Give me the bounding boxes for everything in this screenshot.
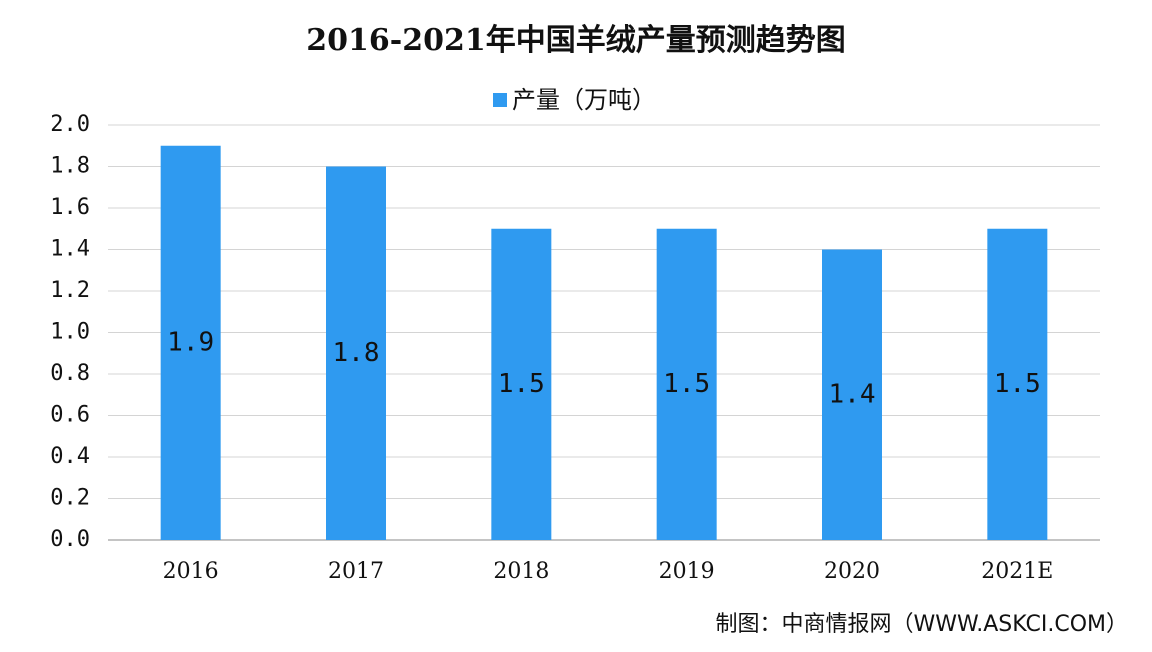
y-tick-label: 1.2 (50, 278, 90, 303)
bar (326, 166, 386, 540)
x-tick-label: 2020 (824, 559, 880, 584)
x-tick-label: 2017 (328, 559, 384, 584)
data-label: 1.5 (994, 369, 1041, 399)
y-tick-label: 0.6 (50, 403, 90, 428)
legend-swatch (493, 93, 507, 107)
y-tick-label: 1.6 (50, 195, 90, 220)
x-tick-label: 2018 (493, 559, 549, 584)
x-tick-label: 2016 (163, 559, 219, 584)
bar (822, 249, 882, 540)
bar (491, 228, 552, 540)
bar (656, 228, 717, 540)
data-label: 1.8 (333, 338, 380, 368)
legend-label: 产量（万吨） (512, 86, 656, 114)
data-label: 1.5 (498, 369, 545, 399)
y-tick-label: 0.2 (50, 486, 90, 511)
y-tick-label: 1.4 (50, 237, 90, 262)
y-tick-label: 0.4 (50, 444, 90, 469)
bar (160, 145, 221, 540)
y-tick-label: 0.8 (50, 361, 90, 386)
data-label: 1.5 (663, 369, 710, 399)
y-tick-label: 2.0 (50, 112, 90, 137)
y-tick-label: 1.8 (50, 154, 90, 179)
data-label: 1.4 (829, 379, 876, 409)
x-tick-label: 2021E (981, 559, 1053, 584)
chart-title: 2016-2021年中国羊绒产量预测趋势图 (306, 23, 845, 58)
y-tick-label: 0.0 (50, 527, 90, 552)
y-tick-label: 1.0 (50, 320, 90, 345)
data-label: 1.9 (167, 327, 214, 357)
bar (987, 228, 1048, 540)
x-tick-label: 2019 (659, 559, 715, 584)
source-note: 制图：中商情报网（WWW.ASKCI.COM） (716, 612, 1128, 637)
